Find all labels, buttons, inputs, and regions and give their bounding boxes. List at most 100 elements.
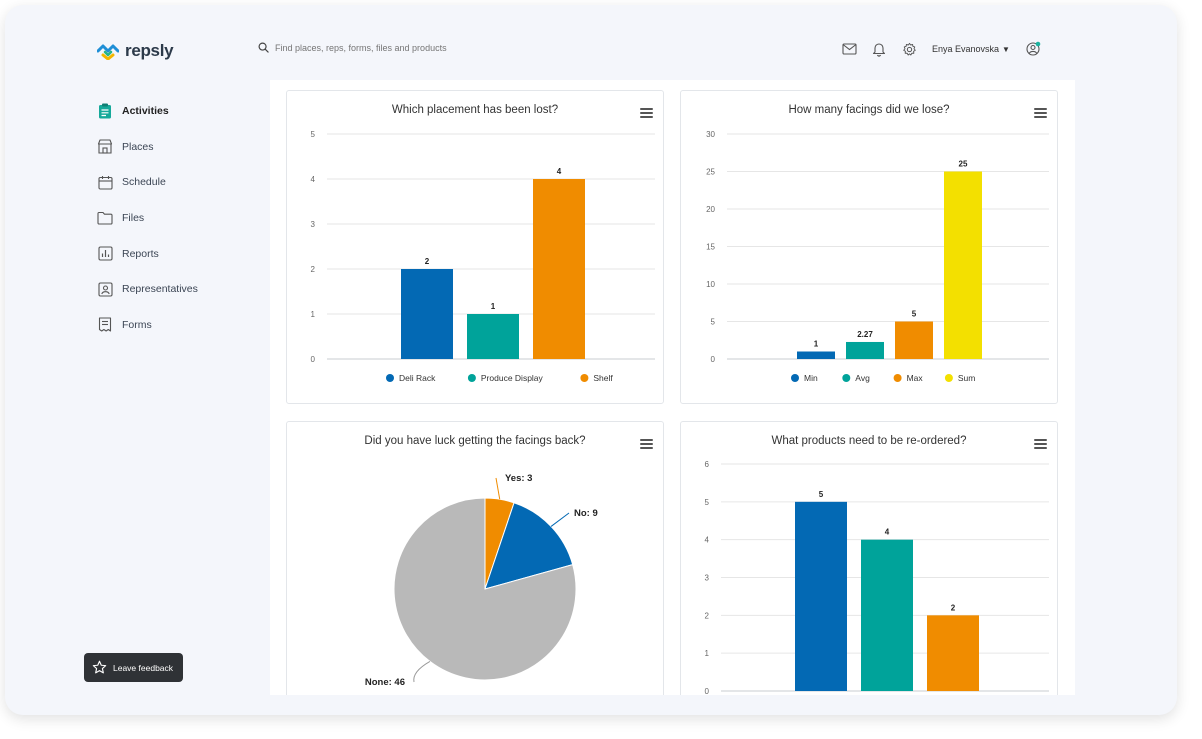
dashboard-area: Which placement has been lost? 0 1 2 3 4 5 2 1 4… xyxy=(270,80,1075,695)
sidebar-item-label: Forms xyxy=(122,318,152,331)
y-tick-label: 1 xyxy=(311,310,316,319)
chart-facings-lost: 0 5 10 15 20 25 30 1 2.27 5 25 Min Avg Max Sum xyxy=(706,130,1049,383)
chart-title: Which placement has been lost? xyxy=(391,104,559,116)
calendar-icon xyxy=(97,174,113,190)
user-menu[interactable]: Enya Evanovska xyxy=(932,44,1000,54)
sidebar-item-label: Representatives xyxy=(122,283,198,296)
legend-label: Max xyxy=(907,373,924,383)
bar xyxy=(795,501,847,691)
bar xyxy=(861,539,913,691)
y-tick-label: 0 xyxy=(711,355,716,364)
bar xyxy=(895,321,933,359)
y-tick-label: 25 xyxy=(706,168,715,177)
bar xyxy=(944,171,982,359)
gear-icon[interactable] xyxy=(900,40,918,58)
folder-icon xyxy=(97,210,113,226)
bell-icon[interactable] xyxy=(870,40,888,58)
pie-connector xyxy=(413,661,431,683)
chart-menu-icon[interactable] xyxy=(640,439,653,449)
bar-chart-icon xyxy=(97,246,113,262)
legend-label: Sum xyxy=(958,373,975,383)
data-label: 1 xyxy=(491,302,496,311)
y-tick-label: 15 xyxy=(706,243,715,252)
sidebar-item-representatives[interactable]: Representatives xyxy=(97,271,247,307)
y-tick-label: 10 xyxy=(706,280,715,289)
sidebar-item-label: Files xyxy=(122,211,145,224)
data-label: 2.27 xyxy=(857,330,873,339)
sidebar-item-reports[interactable]: Reports xyxy=(97,236,247,272)
sidebar-item-label: Reports xyxy=(122,247,159,260)
y-tick-label: 5 xyxy=(311,130,316,139)
star-icon xyxy=(92,660,107,674)
data-label: 4 xyxy=(557,167,562,176)
data-label: 5 xyxy=(912,310,917,319)
chart-card-facings-back: Did you have luck getting the facings ba… xyxy=(286,421,664,695)
sidebar-item-activities[interactable]: Activities xyxy=(97,93,247,129)
bar xyxy=(533,179,585,359)
y-tick-label: 5 xyxy=(705,498,710,507)
legend-label: Min xyxy=(804,373,818,383)
legend-label: Deli Rack xyxy=(399,373,436,383)
legend-swatch xyxy=(842,374,851,382)
pie-connector xyxy=(495,477,501,500)
leave-feedback-button[interactable]: Leave feedback xyxy=(84,653,183,682)
repsly-logo-icon xyxy=(97,44,119,60)
data-label: 2 xyxy=(951,603,956,612)
chart-title: Did you have luck getting the facings ba… xyxy=(364,435,586,447)
leave-feedback-label: Leave feedback xyxy=(113,662,174,673)
y-tick-label: 3 xyxy=(311,220,316,229)
y-tick-label: 5 xyxy=(711,318,716,327)
bar xyxy=(467,314,519,359)
user-status-icon[interactable] xyxy=(1024,40,1042,58)
brand-name: repsly xyxy=(125,41,174,60)
logo[interactable]: repsly xyxy=(97,41,174,61)
y-tick-label: 3 xyxy=(705,574,710,583)
pie-label: No: 9 xyxy=(574,508,598,519)
store-icon xyxy=(97,139,113,155)
chart-card-placement-lost: Which placement has been lost? 0 1 2 3 4 5 2 1 4… xyxy=(286,90,664,404)
sidebar: Activities Places Schedule Files Reports xyxy=(97,93,247,343)
pie-connector xyxy=(550,512,570,527)
search-bar[interactable] xyxy=(258,42,558,53)
sidebar-item-label: Activities xyxy=(122,104,169,117)
chart-placement-lost: 0 1 2 3 4 5 2 1 4 Deli Rack Produce Display Shelf xyxy=(311,130,655,383)
y-tick-label: 0 xyxy=(311,355,316,364)
y-tick-label: 0 xyxy=(705,687,710,695)
chart-card-reorder-products: What products need to be re-ordered? 0 1 2… xyxy=(680,421,1058,695)
chart-card-facings-lost: How many facings did we lose? 0 5 10 15 20 25… xyxy=(680,90,1058,404)
chart-menu-icon[interactable] xyxy=(1034,108,1047,118)
data-label: 25 xyxy=(959,160,968,169)
bar xyxy=(401,269,453,359)
pie-slice xyxy=(484,502,574,590)
chart-menu-icon[interactable] xyxy=(640,108,653,118)
search-icon xyxy=(258,42,269,53)
legend-label: Shelf xyxy=(593,373,613,383)
mail-icon[interactable] xyxy=(840,40,858,58)
y-tick-label: 2 xyxy=(311,265,316,274)
bar xyxy=(797,351,835,359)
legend-swatch xyxy=(467,374,476,382)
chart-title: How many facings did we lose? xyxy=(788,104,950,116)
bar xyxy=(927,615,979,691)
legend-swatch xyxy=(386,374,394,382)
pie-label: None: 46 xyxy=(365,677,405,688)
y-tick-label: 4 xyxy=(705,536,710,545)
data-label: 5 xyxy=(819,490,824,499)
sidebar-item-forms[interactable]: Forms xyxy=(97,307,247,343)
sidebar-item-places[interactable]: Places xyxy=(97,129,247,165)
pie-label: Yes: 3 xyxy=(505,473,532,484)
y-tick-label: 20 xyxy=(706,205,715,214)
legend-swatch xyxy=(893,374,902,382)
sidebar-item-schedule[interactable]: Schedule xyxy=(97,164,247,200)
y-tick-label: 1 xyxy=(705,649,710,658)
legend-swatch xyxy=(580,374,589,382)
chart-menu-icon[interactable] xyxy=(1034,439,1047,449)
id-badge-icon xyxy=(97,281,113,297)
header-actions: Enya Evanovska ▼ xyxy=(840,40,1054,58)
legend-label: Produce Display xyxy=(481,373,544,383)
chevron-down-icon[interactable]: ▼ xyxy=(1002,44,1010,54)
sidebar-item-label: Schedule xyxy=(122,176,166,189)
sidebar-item-files[interactable]: Files xyxy=(97,200,247,236)
y-tick-label: 6 xyxy=(705,460,710,469)
search-input[interactable] xyxy=(275,42,535,53)
